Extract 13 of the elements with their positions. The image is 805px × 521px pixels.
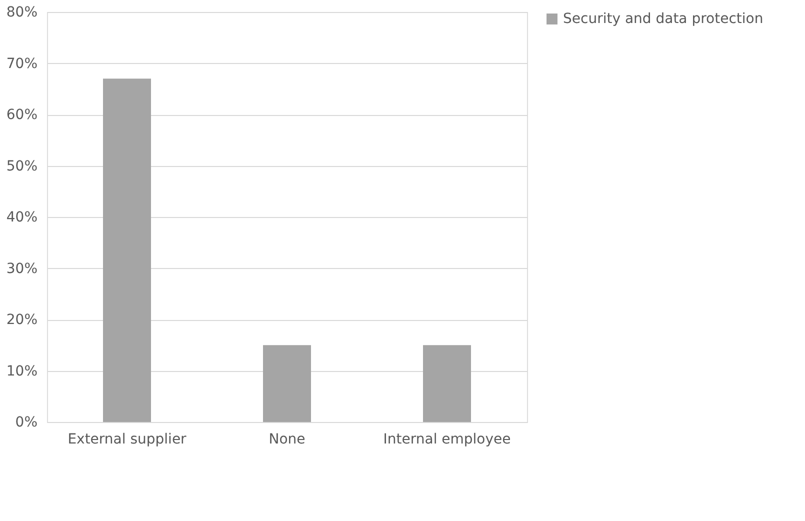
y-tick-label: 70% bbox=[6, 56, 38, 72]
y-tick-label: 80% bbox=[6, 4, 38, 20]
y-tick-label: 0% bbox=[15, 414, 38, 430]
y-tick-label: 50% bbox=[6, 158, 38, 174]
y-tick-label: 60% bbox=[6, 107, 38, 123]
legend-label: Security and data protection bbox=[563, 11, 764, 27]
y-tick-label: 20% bbox=[6, 312, 38, 328]
y-tick-label: 10% bbox=[6, 363, 38, 380]
x-tick-label: External supplier bbox=[68, 432, 187, 448]
x-tick-label: Internal employee bbox=[383, 432, 511, 448]
y-tick-label: 30% bbox=[6, 260, 38, 277]
x-tick-label: None bbox=[268, 432, 306, 448]
y-tick-label: 40% bbox=[6, 210, 38, 226]
